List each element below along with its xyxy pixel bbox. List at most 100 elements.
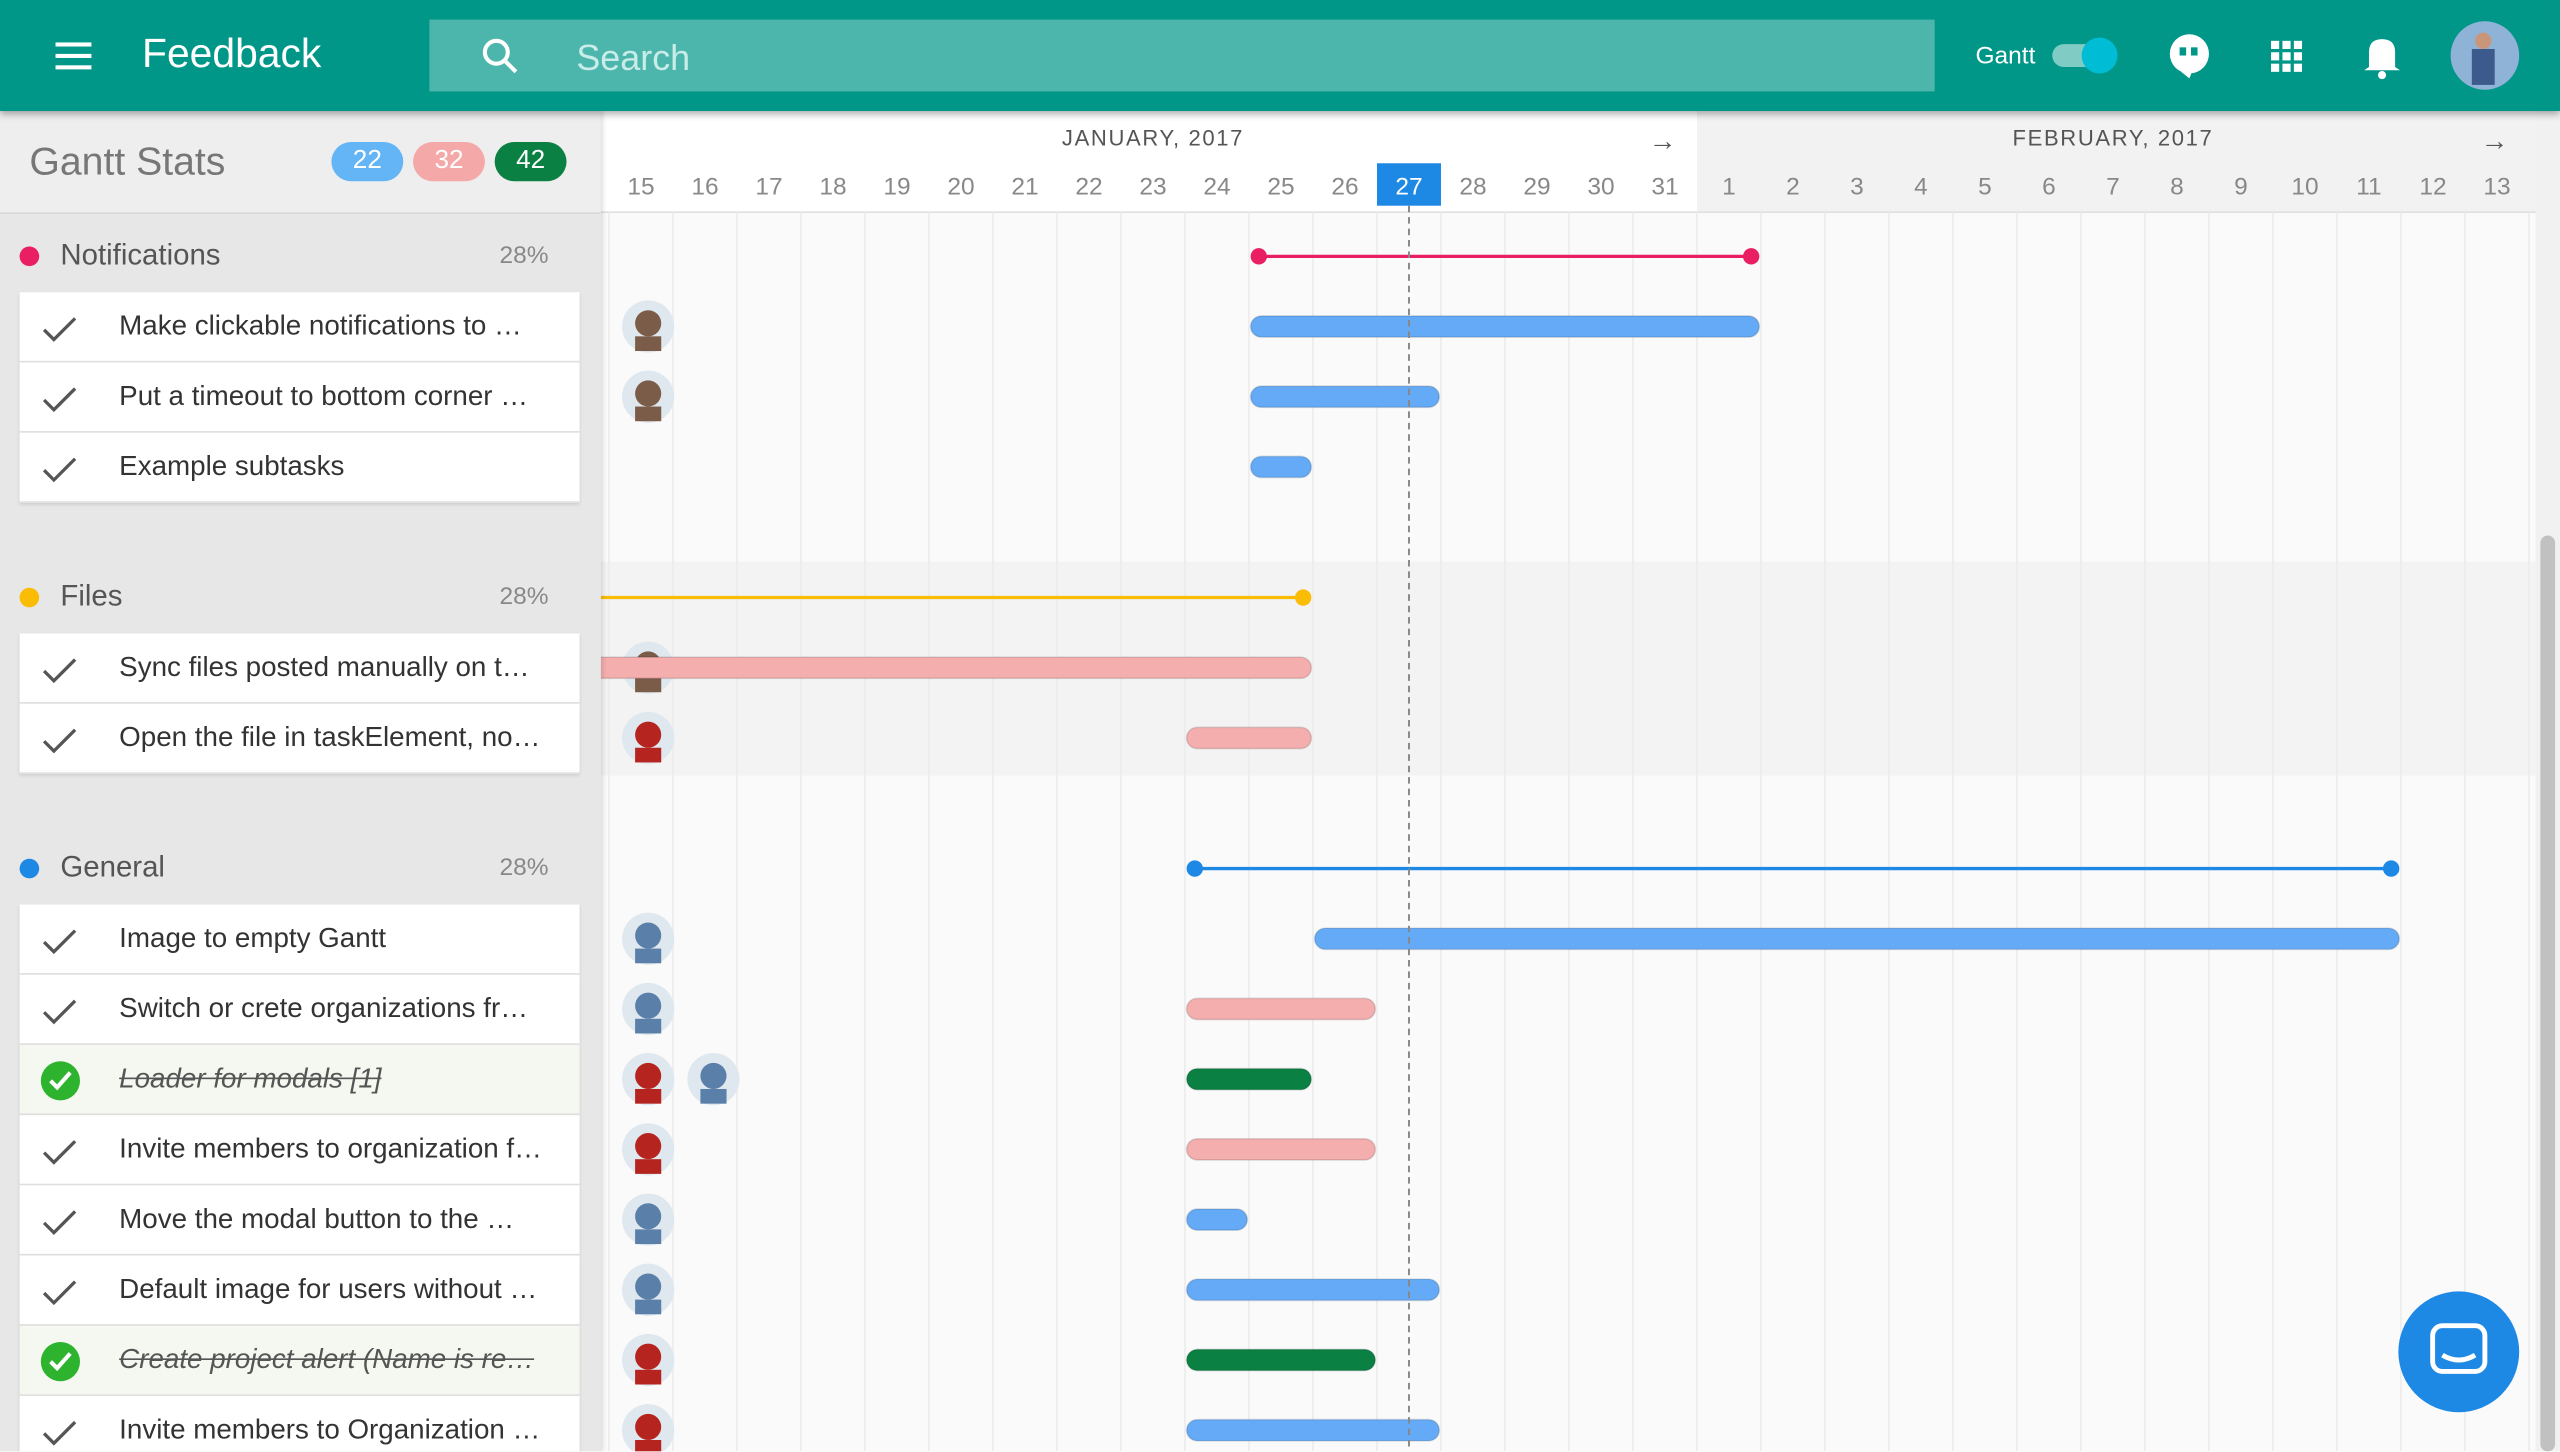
day-label: 3 bbox=[1850, 173, 1864, 200]
avatar-body bbox=[635, 677, 662, 693]
day-label: 4 bbox=[1914, 173, 1928, 200]
task-bar bbox=[1185, 1278, 1441, 1302]
task-card[interactable]: Loader for modals [1] bbox=[19, 1044, 580, 1116]
search-placeholder[interactable]: Search bbox=[576, 37, 691, 79]
avatar-body bbox=[635, 1229, 662, 1245]
avatar-body bbox=[635, 747, 662, 763]
group-name: General bbox=[60, 850, 165, 884]
notifications-button[interactable] bbox=[2364, 39, 2400, 80]
day-label: 25 bbox=[1267, 173, 1294, 200]
task-card[interactable]: Invite members to organization f… bbox=[19, 1115, 580, 1186]
hangouts-button[interactable] bbox=[2169, 34, 2209, 79]
task-title: Image to empty Gantt bbox=[119, 922, 387, 954]
assignee-avatar bbox=[622, 370, 675, 423]
assignee-avatar bbox=[622, 1333, 675, 1387]
gantt-marks bbox=[600, 248, 2401, 1452]
month-header-bg bbox=[1696, 111, 2536, 213]
day-label: 26 bbox=[1331, 173, 1358, 200]
day-label: 20 bbox=[947, 173, 974, 200]
assignee-avatar bbox=[622, 1053, 675, 1106]
check bbox=[42, 387, 77, 413]
day-label: 31 bbox=[1651, 173, 1678, 200]
day-label: 10 bbox=[2291, 173, 2318, 200]
task-bar bbox=[1249, 455, 1313, 479]
assignee-avatar bbox=[622, 912, 675, 965]
group-dot bbox=[19, 587, 40, 608]
group-end-dot bbox=[1295, 589, 1312, 606]
task-check bbox=[42, 1140, 77, 1165]
avatar-face bbox=[700, 1062, 727, 1089]
month-label: FEBRUARY, 2017 bbox=[2013, 125, 2214, 150]
toggle-knob bbox=[2081, 37, 2118, 74]
task-card[interactable]: Default image for users without … bbox=[19, 1255, 580, 1326]
group-percent: 28% bbox=[499, 241, 549, 270]
user-avatar[interactable] bbox=[2450, 21, 2520, 90]
day-label: 1 bbox=[1722, 173, 1736, 200]
check bbox=[42, 1420, 77, 1446]
chat-button[interactable] bbox=[2397, 1290, 2521, 1414]
task-title: Open the file in taskElement, no… bbox=[119, 721, 541, 753]
avatar-face bbox=[635, 1133, 662, 1160]
avatar-body bbox=[700, 1088, 727, 1104]
task-check bbox=[42, 317, 77, 342]
task-check bbox=[42, 929, 77, 955]
task-card[interactable]: Example subtasks bbox=[19, 432, 580, 503]
search-icon bbox=[482, 38, 518, 74]
menu-button[interactable] bbox=[55, 42, 92, 70]
check bbox=[42, 1140, 77, 1165]
day-label: 6 bbox=[2042, 173, 2056, 200]
day-label: 18 bbox=[819, 173, 846, 200]
group-end-dot bbox=[2383, 860, 2400, 877]
task-title: Example subtasks bbox=[119, 450, 345, 482]
task-check bbox=[42, 1210, 77, 1235]
avatar-face bbox=[635, 1413, 662, 1440]
task-title: Create project alert (Name is re… bbox=[119, 1343, 535, 1375]
task-card[interactable]: Create project alert (Name is re… bbox=[19, 1325, 580, 1396]
grid-lines bbox=[608, 212, 2530, 1452]
task-card[interactable]: Put a timeout to bottom corner … bbox=[19, 362, 580, 433]
gantt-timeline: JANUARY, 2017 →15 16 17 18 19 20 21 22 23 24 25 26 27… bbox=[600, 111, 2536, 1452]
group-span bbox=[1250, 248, 1760, 265]
scrollbar bbox=[2535, 111, 2560, 1452]
task-card[interactable]: Image to empty Gantt bbox=[19, 904, 580, 975]
task-card[interactable]: Switch or crete organizations fr… bbox=[19, 974, 580, 1045]
check bbox=[42, 1210, 77, 1235]
avatar-face bbox=[635, 721, 662, 748]
apps-button[interactable] bbox=[2271, 40, 2303, 72]
done-check bbox=[49, 1071, 72, 1091]
day-label: 21 bbox=[1011, 173, 1038, 200]
task-card[interactable]: Open the file in taskElement, no… bbox=[19, 703, 580, 774]
group-start-dot bbox=[1186, 860, 1203, 877]
toggle-label: Gantt bbox=[1975, 42, 2036, 71]
task-bar bbox=[1185, 1137, 1377, 1161]
task-title: Sync files posted manually on t… bbox=[119, 651, 530, 683]
day-label: 23 bbox=[1139, 173, 1166, 200]
day-label: 30 bbox=[1587, 173, 1614, 200]
day-label: 24 bbox=[1203, 173, 1230, 200]
task-bar bbox=[1185, 1348, 1377, 1372]
task-bar bbox=[1185, 1208, 1249, 1232]
day-label: 29 bbox=[1523, 173, 1550, 200]
avatar-body bbox=[635, 1369, 662, 1385]
task-title: Move the modal button to the … bbox=[119, 1203, 515, 1235]
search-box[interactable] bbox=[429, 19, 1935, 92]
scroll-thumb[interactable] bbox=[2540, 535, 2556, 1452]
next-arrow: → bbox=[1649, 125, 1677, 156]
assignee-avatar bbox=[622, 1404, 675, 1452]
task-card[interactable]: Make clickable notifications to … bbox=[19, 292, 580, 363]
task-check bbox=[42, 1420, 77, 1446]
check bbox=[42, 728, 77, 754]
check bbox=[42, 658, 77, 684]
avatar-body bbox=[635, 1159, 662, 1174]
task-card[interactable]: Sync files posted manually on t… bbox=[19, 633, 580, 704]
group-name: Files bbox=[60, 579, 123, 613]
task-card[interactable]: Invite members to Organization … bbox=[19, 1395, 580, 1452]
task-check bbox=[42, 457, 77, 483]
stat-badge: 42 bbox=[494, 142, 567, 182]
avatar-face bbox=[635, 1062, 662, 1089]
day-label: 28 bbox=[1459, 173, 1486, 200]
group-percent: 28% bbox=[499, 853, 549, 882]
header-icons bbox=[55, 19, 2520, 92]
task-card[interactable]: Move the modal button to the … bbox=[19, 1185, 580, 1256]
day-label: 2 bbox=[1786, 173, 1800, 200]
